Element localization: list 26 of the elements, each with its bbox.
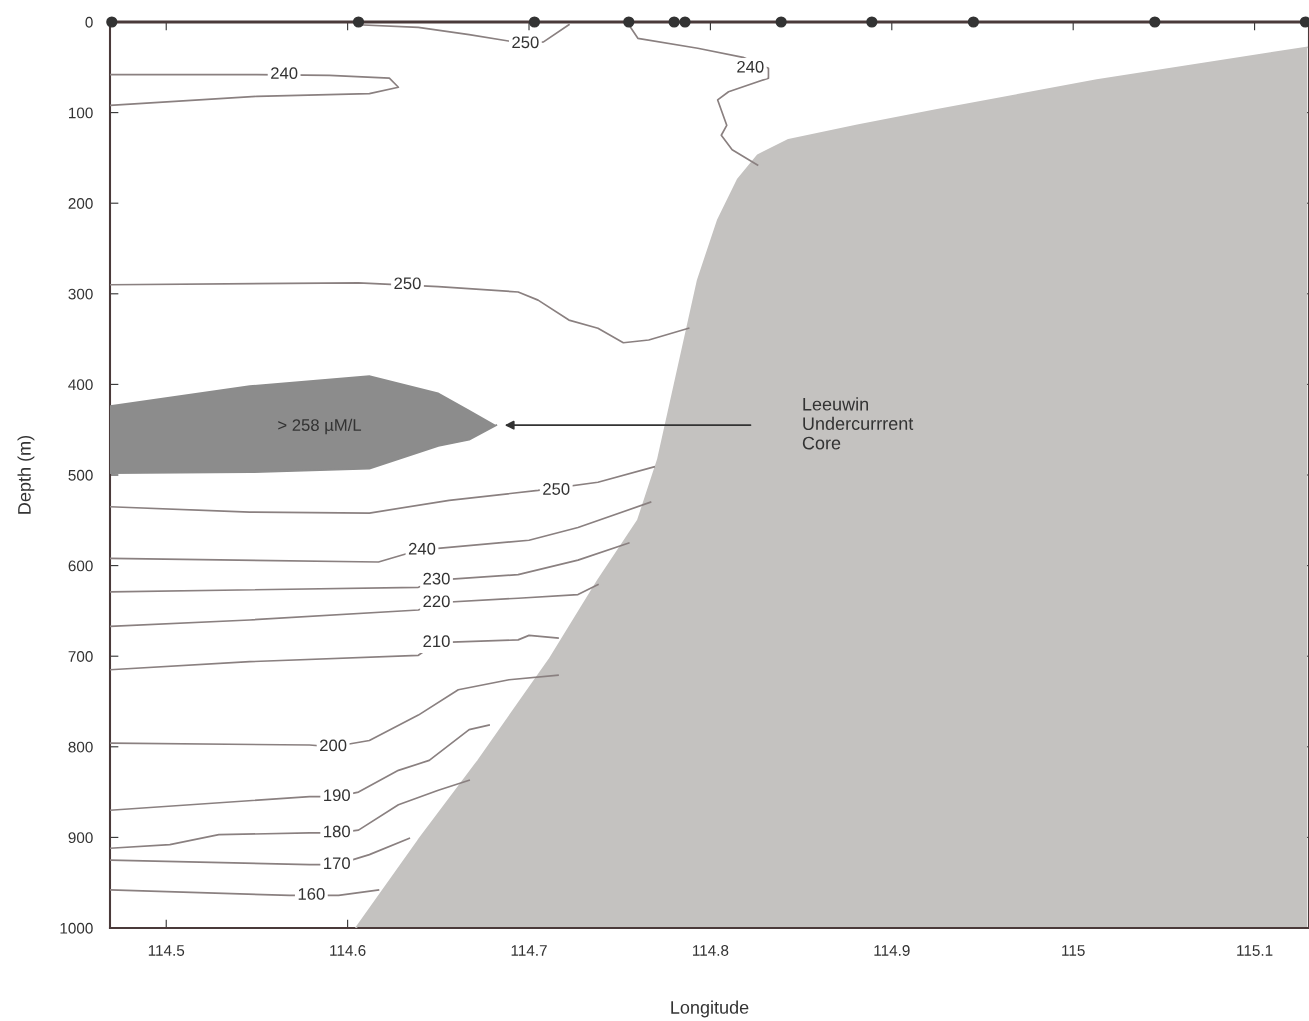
annotation: > 258 µM/L (278, 418, 362, 435)
y-tick-label: 200 (68, 198, 93, 209)
x-tick-label: 115.1 (1237, 945, 1273, 956)
y-tick-label: 400 (68, 379, 93, 391)
x-axis-title: Longitude (671, 1000, 749, 1018)
y-tick-label: 600 (68, 560, 93, 572)
y-tick-label: 500 (68, 469, 93, 481)
y-tick-label: 300 (68, 288, 93, 300)
x-tick-label: 114.7 (511, 945, 547, 956)
y-axis-title: Depth (m) (17, 435, 35, 514)
y-tick-label: 900 (68, 832, 93, 844)
y-tick-label: 700 (68, 651, 93, 662)
x-tick-label: 114.5 (148, 945, 185, 956)
y-tick-label: 800 (68, 741, 93, 753)
y-tick-label: 100 (69, 107, 93, 119)
annotation: Leeuwin Undercurrrent Core (802, 397, 914, 450)
y-tick-label: 0 (85, 16, 93, 28)
annotation: 250 (394, 277, 421, 290)
annotation: 250 (543, 483, 570, 495)
x-tick-label: 115 (1062, 945, 1085, 956)
x-tick-label: 114.6 (330, 945, 366, 956)
x-tick-label: 114.9 (874, 945, 910, 956)
annotation: 240 (271, 67, 298, 80)
y-tick-label: 1000 (60, 922, 93, 934)
annotation: 240 (737, 60, 764, 73)
x-tick-label: 114.8 (693, 945, 729, 956)
